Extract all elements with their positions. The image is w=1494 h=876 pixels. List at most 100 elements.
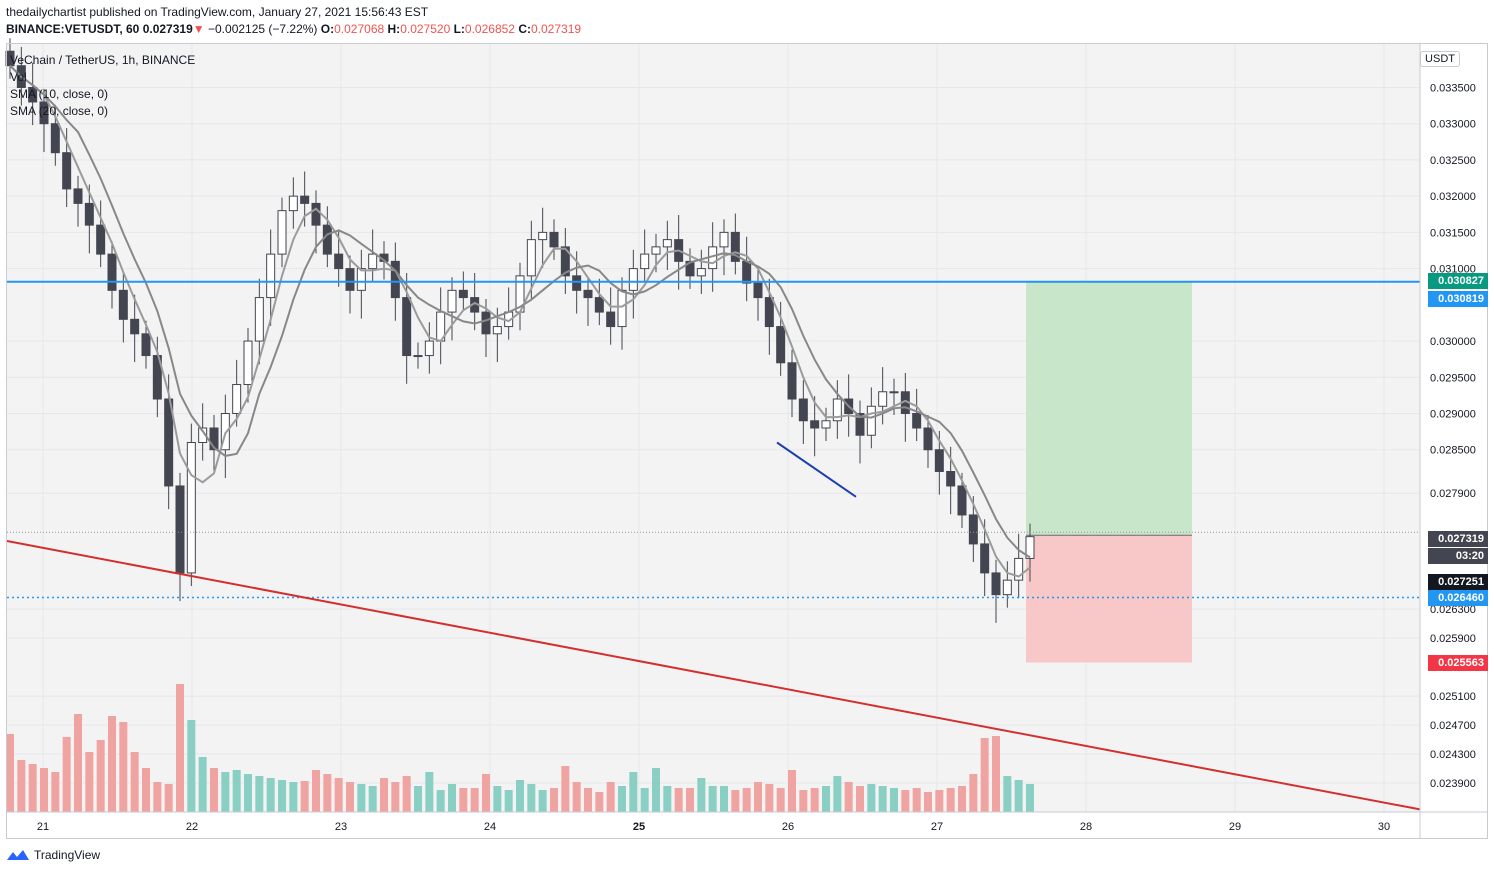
candle-body (84, 202, 94, 226)
chart-header: thedailychartist published on TradingVie… (6, 4, 581, 38)
chart-legend: VeChain / TetherUS, 1h, BINANCE Vol SMA … (10, 52, 195, 120)
legend-sma10: SMA (10, close, 0) (10, 87, 109, 101)
volume-bar (867, 784, 876, 812)
candle-body (957, 485, 967, 516)
volume-bar (221, 772, 230, 812)
volume-bar (890, 788, 898, 812)
candle-body (821, 420, 831, 429)
currency-badge[interactable]: USDT (1420, 51, 1460, 67)
x-tick-label: 27 (931, 821, 943, 833)
volume-bar (187, 720, 196, 812)
volume-bar (697, 778, 706, 812)
x-tick-label: 25 (633, 821, 645, 833)
volume-bar (255, 776, 264, 812)
candle-body (946, 470, 956, 487)
volume-bar (425, 772, 434, 812)
volume-bar (731, 790, 740, 812)
volume-bar (142, 768, 150, 812)
footer-brand-label: TradingView (34, 848, 101, 862)
volume-bar (629, 772, 638, 812)
candle-body (855, 413, 865, 436)
candle-body (447, 289, 457, 313)
candle-body (572, 275, 582, 291)
x-tick-label: 21 (37, 821, 49, 833)
volume-bar (720, 786, 728, 812)
candle-body (402, 297, 412, 357)
y-tick-label: 0.033000 (1430, 119, 1476, 131)
low-label: L: (453, 22, 465, 36)
candle-body (288, 195, 298, 212)
candle-body (300, 195, 310, 204)
y-tick-label: 0.023900 (1430, 778, 1476, 790)
candle-body (345, 268, 355, 291)
volume-bar (652, 768, 660, 812)
volume-bar (130, 752, 139, 812)
y-tick-label: 0.031000 (1430, 264, 1476, 276)
volume-bar (278, 780, 286, 812)
volume-bar (164, 784, 173, 812)
volume-bar (323, 774, 332, 812)
candle-body (991, 572, 1001, 596)
volume-bar (765, 784, 774, 812)
volume-bar (357, 784, 366, 812)
volume-bar (1026, 784, 1034, 812)
candle-body (254, 297, 264, 342)
resistance-price-label: 0.030819 (1428, 290, 1488, 307)
candle-body (1002, 579, 1012, 596)
y-tick-label: 0.032000 (1430, 191, 1476, 203)
candle-body (73, 188, 83, 204)
volume-bar (799, 790, 808, 812)
y-tick-label: 0.029500 (1430, 372, 1476, 384)
y-tick-label: 0.027900 (1430, 488, 1476, 500)
stop-zone (1026, 535, 1192, 663)
volume-bar (992, 736, 1000, 812)
candle-body (1025, 536, 1035, 559)
volume-bar (96, 740, 105, 812)
volume-bar (584, 788, 592, 812)
volume-bar (527, 784, 536, 812)
legend-title: VeChain / TetherUS, 1h, BINANCE (10, 53, 196, 67)
candle-body (606, 311, 616, 328)
volume-bar (856, 786, 864, 812)
close-label: C: (518, 22, 531, 36)
descending-trend-line[interactable] (6, 540, 1421, 811)
candle-body (968, 514, 978, 545)
candle-body (934, 449, 944, 472)
volume-bar (686, 788, 694, 812)
candle-body (685, 260, 695, 277)
volume-bar (62, 737, 71, 812)
volume-bar (640, 788, 649, 812)
volume-bar (810, 788, 819, 812)
y-tick-label: 0.030000 (1430, 336, 1476, 348)
volume-bar (108, 716, 116, 812)
volume-bar (1003, 776, 1012, 812)
volume-bar (946, 788, 955, 812)
volume-bar (844, 782, 853, 812)
y-tick-label: 0.024700 (1430, 720, 1476, 732)
volume-bar (266, 778, 275, 812)
candle-body (413, 355, 423, 358)
divergence-line[interactable] (776, 441, 857, 498)
candle-body (492, 326, 502, 335)
volume-bar (119, 722, 128, 812)
volume-bar (153, 782, 162, 812)
volume-bar (878, 786, 887, 812)
candle-body (980, 543, 990, 574)
candle-body (220, 413, 230, 451)
down-arrow-icon: ▼ (192, 22, 205, 36)
volume-bar (232, 770, 241, 812)
candle-body (526, 239, 536, 277)
candle-body (390, 260, 400, 299)
volume-bar (572, 782, 581, 812)
candle-body (62, 152, 72, 190)
ohlc-line: BINANCE:VETUSDT, 60 0.027319▼ −0.002125 … (6, 21, 581, 38)
candle-body (832, 398, 842, 422)
candle-body (458, 289, 468, 299)
candle-body (651, 246, 661, 255)
volume-bar (198, 757, 207, 812)
chart-plot-area[interactable] (7, 44, 1420, 812)
volume-bar (595, 792, 604, 812)
candle-body (628, 268, 638, 291)
candle-body (764, 297, 774, 328)
